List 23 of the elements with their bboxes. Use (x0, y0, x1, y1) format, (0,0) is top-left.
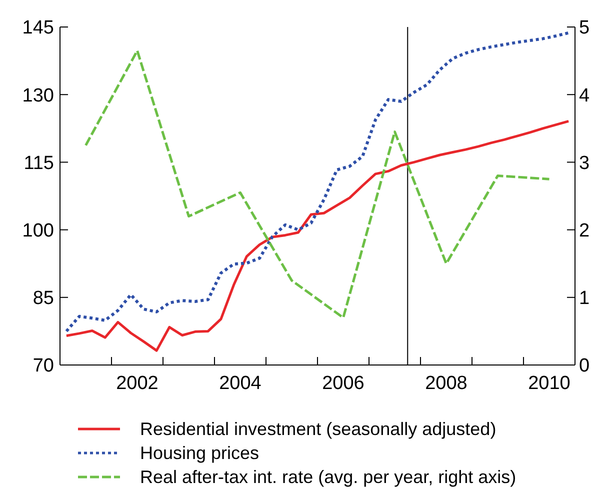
y2-tick-label: 1 (579, 288, 590, 310)
y-tick-label: 115 (24, 152, 54, 174)
y2-tick-label: 4 (579, 85, 590, 106)
line-series (64, 31, 570, 333)
legend-label: Housing prices (140, 442, 260, 465)
x-tick-label: 2010 (528, 373, 570, 394)
legend-label: Residential investment (seasonally adjusted) (140, 418, 496, 441)
x-tick-label: 2004 (219, 373, 262, 394)
y-tick-label: 70 (32, 356, 54, 377)
y-tick-label: 130 (22, 85, 54, 106)
y2-tick-label: 0 (579, 356, 590, 377)
y-tick-label: 145 (22, 18, 54, 39)
y2-tick-label: 3 (579, 152, 590, 174)
legend-label: Real after-tax int. rate (avg. per year, right axis) (140, 466, 516, 489)
y2-tick-label: 5 (579, 18, 590, 39)
y-tick-label: 85 (32, 288, 54, 310)
x-tick-label: 2002 (116, 373, 158, 394)
x-tick-label: 2006 (322, 373, 364, 394)
y2-tick-label: 2 (579, 220, 590, 242)
y-tick-label: 100 (22, 220, 54, 242)
line-series (65, 120, 570, 352)
line-series (84, 49, 550, 319)
x-tick-label: 2008 (425, 373, 468, 394)
